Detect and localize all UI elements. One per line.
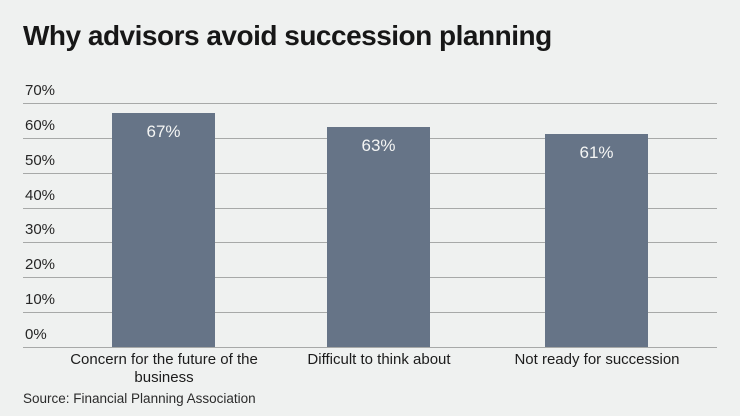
bar-concern-for-future: 67% xyxy=(112,113,215,347)
bar-difficult-to-think-about: 63% xyxy=(327,127,430,347)
bar-value-label: 67% xyxy=(146,122,181,142)
gridline xyxy=(23,103,717,104)
bar-value-label: 63% xyxy=(361,136,396,156)
source-attribution: Source: Financial Planning Association xyxy=(23,391,256,406)
page-title: Why advisors avoid succession planning xyxy=(23,20,552,51)
y-tick-label: 60% xyxy=(25,116,56,134)
y-tick-label: 10% xyxy=(25,291,56,309)
y-tick-label: 50% xyxy=(25,151,56,169)
y-tick-label: 70% xyxy=(25,82,56,99)
y-tick-label: 0% xyxy=(25,325,47,343)
gridline xyxy=(23,346,717,348)
bar-not-ready: 61% xyxy=(545,134,648,347)
bar-chart: 70% 60% 50% 40% 30% 20% 10% 0% 67% 63% 6 xyxy=(23,82,717,348)
x-category-label: Not ready for succession xyxy=(514,351,680,368)
x-category-label: Concern for the future of the business xyxy=(70,351,258,386)
y-tick-label: 30% xyxy=(25,221,56,239)
bar-value-label: 61% xyxy=(579,143,614,163)
y-tick-label: 20% xyxy=(25,256,56,274)
x-category-label: Difficult to think about xyxy=(307,351,451,368)
bar-series: 67% 63% 61% xyxy=(23,103,717,347)
y-tick-label: 40% xyxy=(25,186,56,204)
